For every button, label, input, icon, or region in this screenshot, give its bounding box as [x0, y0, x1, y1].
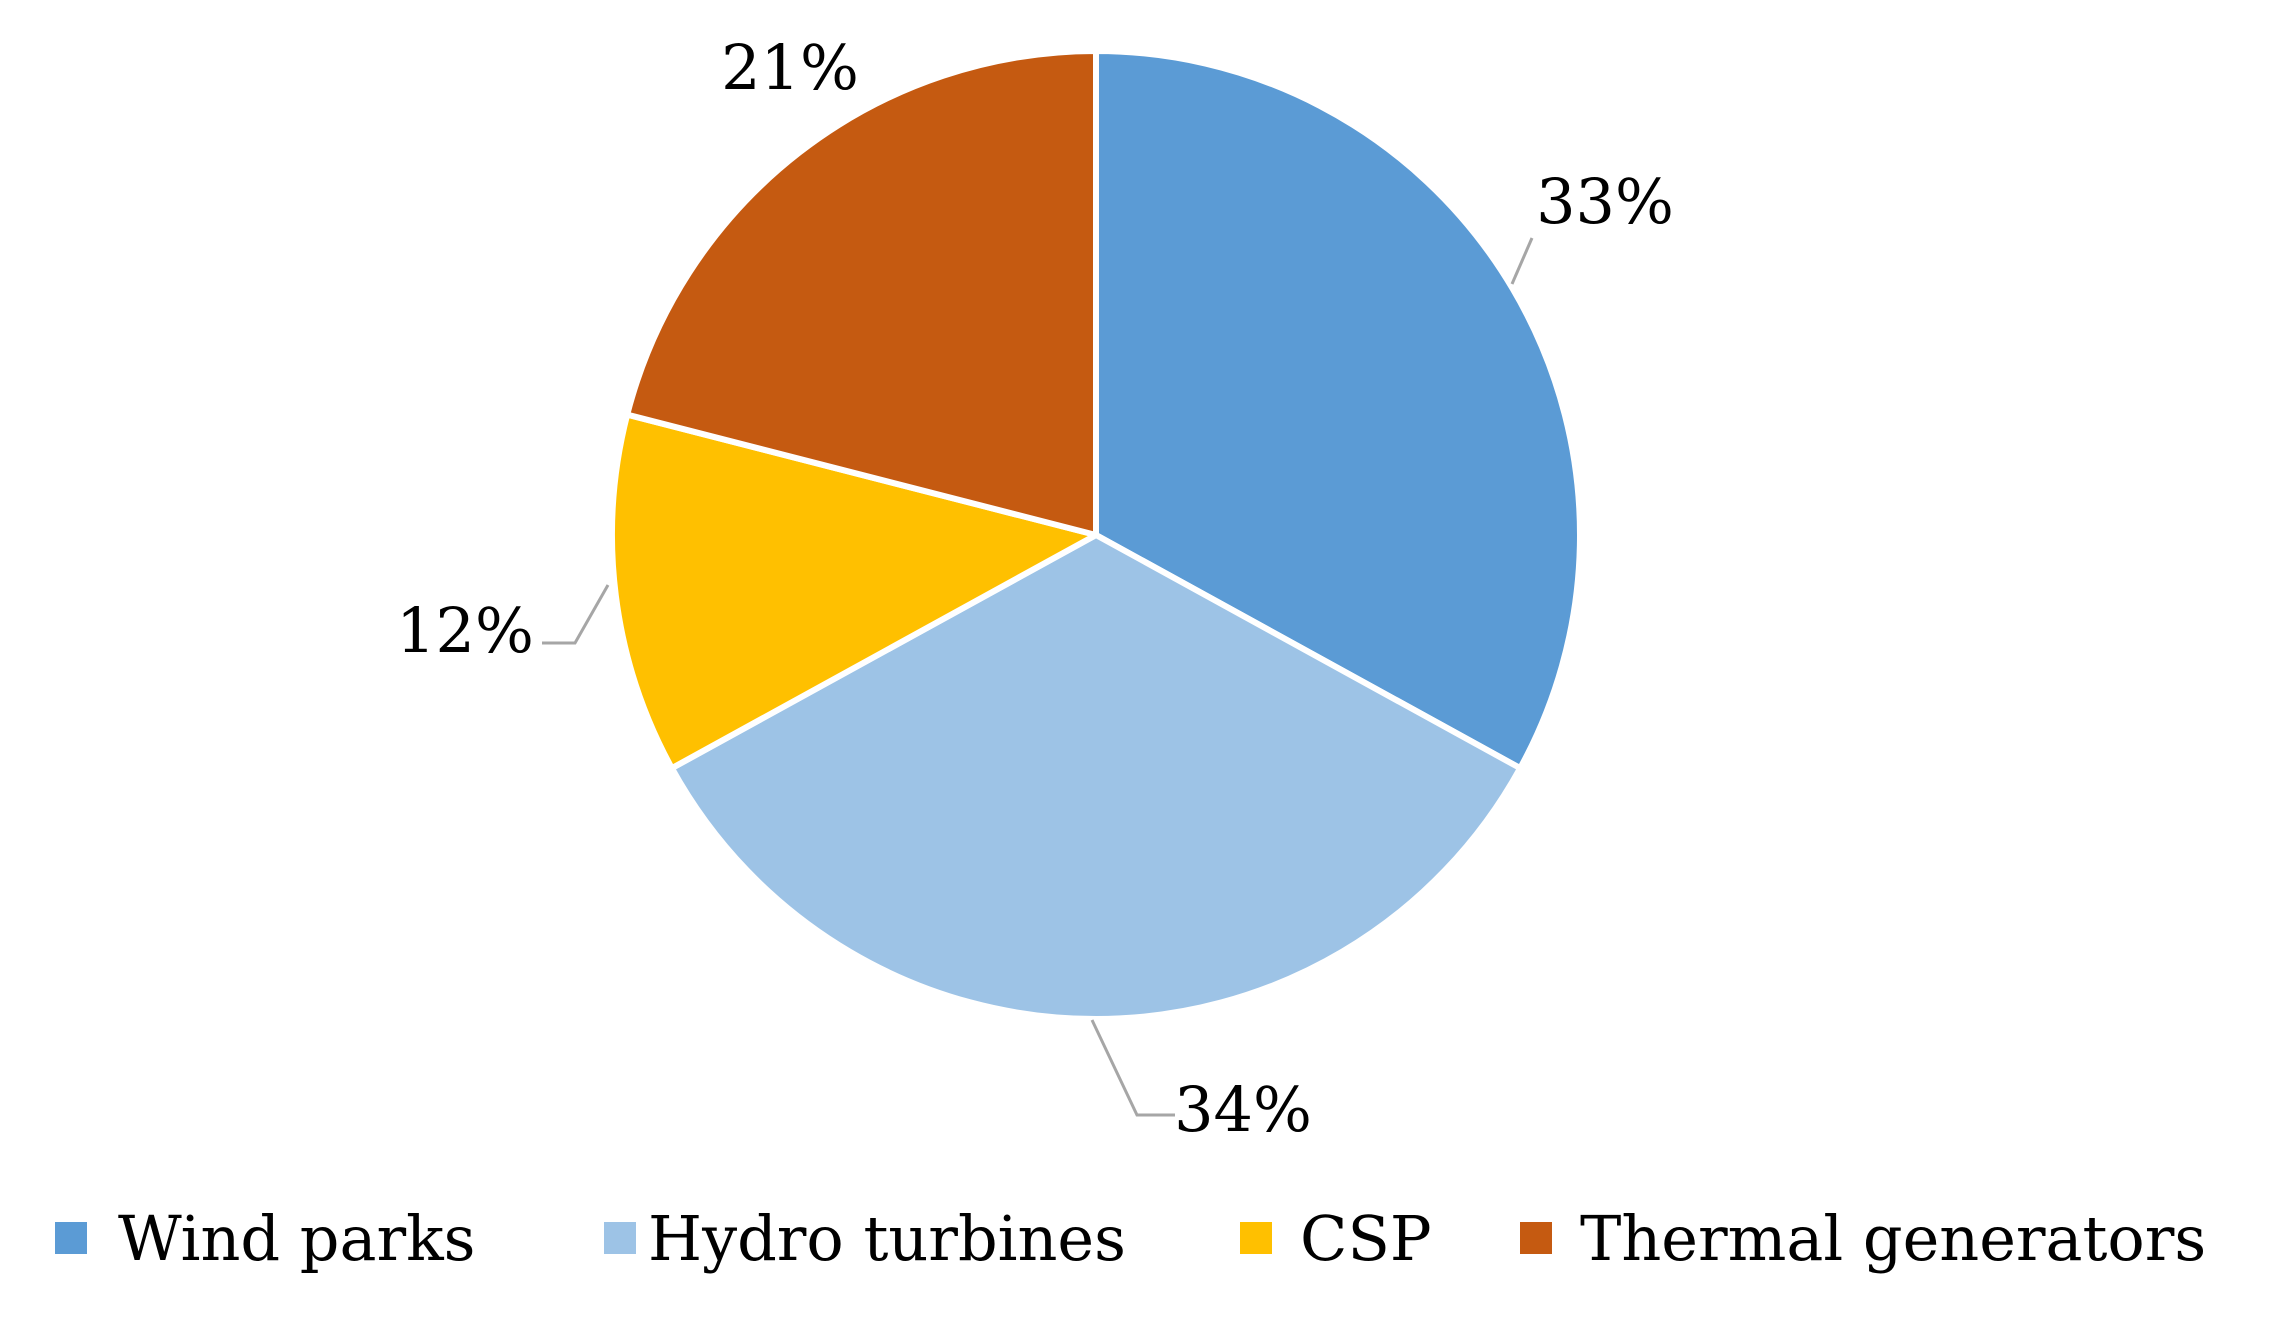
data-label-csp: 12%	[396, 594, 534, 667]
legend-swatch-hydro-turbines	[604, 1222, 636, 1254]
legend: Wind parks Hydro turbines CSP Thermal gener…	[55, 1202, 2206, 1275]
leader-lines	[542, 237, 1534, 1117]
legend-swatch-thermal-generators	[1520, 1222, 1552, 1254]
legend-label-thermal-generators: Thermal generators	[1580, 1202, 2206, 1275]
pie-slice-csp	[609, 411, 1099, 772]
pie-slice-wind-parks	[1093, 48, 1583, 772]
legend-swatch-csp	[1240, 1222, 1272, 1254]
legend-label-wind-parks: Wind parks	[118, 1202, 475, 1275]
data-labels: 33% 34% 12% 21%	[396, 31, 1674, 1146]
pie-slice-thermal-generators	[624, 48, 1099, 538]
data-label-wind-parks: 33%	[1536, 165, 1674, 238]
leader-line-hydro-turbines	[1090, 1019, 1175, 1117]
data-label-thermal-generators: 21%	[721, 31, 859, 104]
legend-label-csp: CSP	[1300, 1202, 1432, 1275]
leader-line-csp	[542, 584, 610, 645]
data-label-hydro-turbines: 34%	[1174, 1073, 1312, 1146]
pie-slice-hydro-turbines	[668, 532, 1524, 1022]
leader-line-wind-parks	[1510, 237, 1534, 285]
pie-slices	[609, 48, 1583, 1022]
legend-swatch-wind-parks	[55, 1222, 87, 1254]
legend-label-hydro-turbines: Hydro turbines	[648, 1202, 1126, 1275]
